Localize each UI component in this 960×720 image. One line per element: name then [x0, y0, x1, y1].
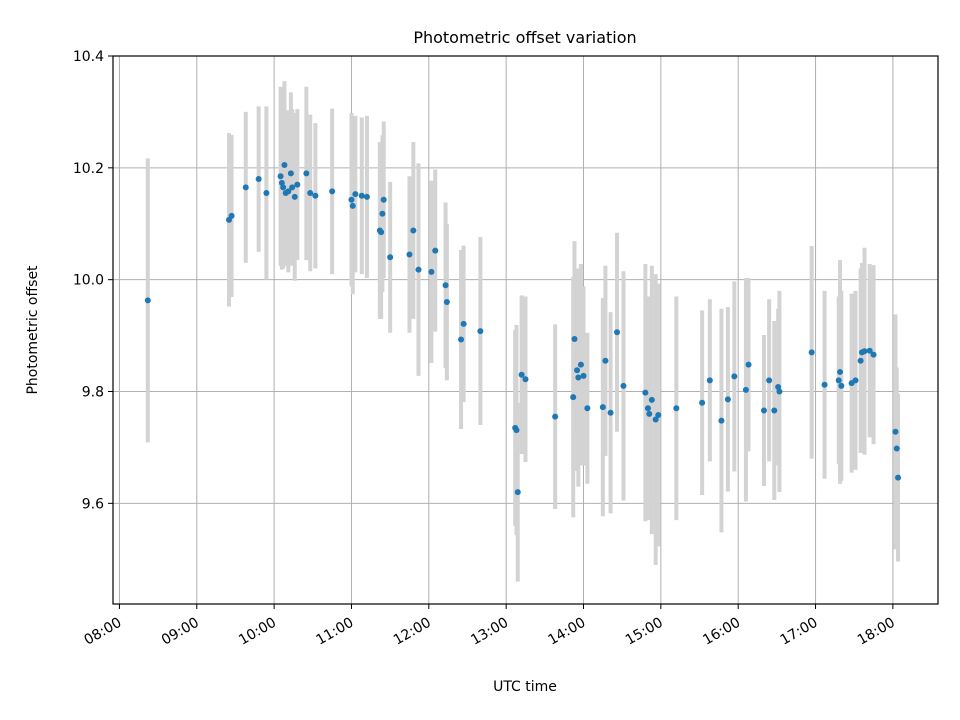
data-point [255, 176, 262, 183]
data-point [378, 229, 385, 236]
data-point [852, 377, 859, 384]
data-point [352, 191, 359, 198]
data-point [285, 188, 292, 195]
data-point [263, 190, 270, 196]
y-axis-label: Photometric offset [25, 265, 41, 395]
plot-frame [112, 55, 939, 605]
chart-title: Photometric offset variation [413, 28, 636, 47]
data-point [614, 329, 621, 336]
data-point [514, 489, 521, 496]
data-point [835, 377, 842, 384]
data-point [584, 405, 591, 412]
data-point [706, 377, 713, 384]
data-point [575, 374, 582, 381]
data-point [577, 361, 584, 368]
data-point [895, 474, 902, 481]
data-point [415, 266, 422, 273]
data-point [570, 394, 577, 401]
data-point [460, 320, 467, 327]
data-point [571, 335, 578, 342]
data-point [287, 170, 294, 177]
data-point [228, 212, 235, 219]
data-point [552, 413, 559, 420]
data-point [312, 192, 319, 199]
data-point [620, 382, 627, 389]
data-point [760, 407, 767, 414]
data-points [144, 162, 902, 496]
data-point [648, 396, 655, 403]
data-point [699, 399, 706, 406]
data-point [513, 427, 520, 434]
data-point [387, 254, 394, 261]
data-point [406, 251, 413, 258]
y-axis-ticks: 9.6 9.8 10.0 10.2 10.4 [73, 49, 113, 512]
data-point [432, 247, 439, 254]
data-point [443, 299, 450, 306]
data-point [745, 361, 752, 368]
data-point [866, 347, 873, 354]
data-point [673, 405, 680, 412]
data-point [574, 367, 581, 374]
data-point [294, 181, 301, 188]
data-point [477, 328, 484, 335]
data-point [410, 227, 417, 234]
data-point [838, 382, 845, 389]
data-point [144, 297, 151, 304]
data-point [808, 349, 815, 356]
data-point [349, 202, 356, 209]
data-point [718, 417, 725, 424]
data-point [281, 162, 288, 169]
data-point [607, 409, 614, 416]
data-point [646, 410, 653, 417]
data-point [893, 445, 900, 452]
data-point [363, 193, 370, 200]
data-point [277, 173, 284, 180]
data-point [522, 376, 529, 383]
data-point [776, 388, 783, 395]
data-point [518, 371, 525, 378]
data-point [870, 351, 877, 358]
data-point [348, 196, 355, 203]
data-point [289, 184, 296, 191]
data-point [652, 416, 659, 423]
data-point [358, 192, 365, 199]
data-point [303, 170, 310, 177]
data-point [580, 372, 587, 379]
data-point [861, 348, 868, 355]
data-point [642, 389, 649, 396]
data-point [458, 336, 465, 343]
data-point [602, 357, 609, 364]
data-point [771, 407, 778, 414]
data-point [857, 357, 864, 364]
data-point [655, 411, 662, 418]
data-point [821, 381, 828, 388]
data-point [599, 404, 606, 411]
data-point [428, 268, 435, 275]
data-point [307, 190, 314, 196]
data-point [731, 373, 738, 380]
y-tick-label: 10.0 [73, 273, 104, 289]
y-tick-label: 9.8 [82, 385, 104, 401]
data-point [442, 282, 449, 289]
x-axis-label: UTC time [493, 679, 557, 695]
data-point [280, 184, 287, 191]
data-point [379, 210, 386, 217]
y-tick-label: 10.2 [73, 161, 104, 177]
data-point [644, 405, 651, 412]
data-point [724, 396, 731, 403]
data-point [329, 188, 336, 195]
data-point [837, 368, 844, 375]
data-point [766, 377, 773, 384]
y-tick-label: 10.4 [73, 49, 104, 65]
data-point [742, 386, 749, 393]
y-tick-label: 9.6 [82, 496, 104, 512]
data-point [242, 184, 249, 191]
data-point [291, 193, 298, 200]
data-point [380, 196, 387, 203]
data-point [892, 428, 899, 435]
